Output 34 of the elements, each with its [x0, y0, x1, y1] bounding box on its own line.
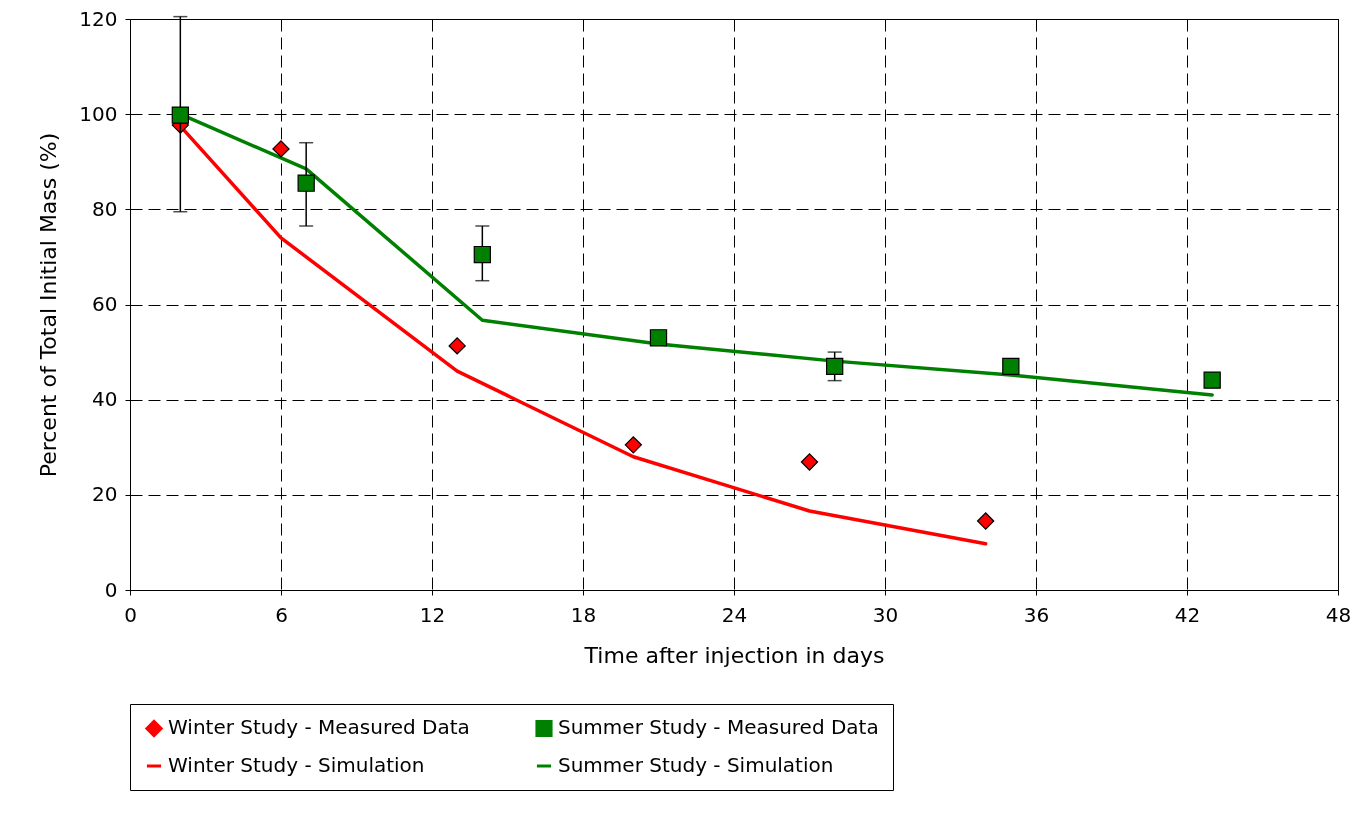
y-axis-title: Percent of Total Initial Mass (%) — [36, 132, 62, 478]
x-tick-label: 0 — [124, 602, 137, 627]
y-tick-label: 40 — [92, 387, 118, 412]
point — [977, 512, 995, 530]
y-tick-label: 0 — [104, 577, 118, 602]
legend-label: Winter Study - Measured Data — [168, 715, 470, 740]
x-tick-label: 36 — [1023, 602, 1050, 627]
legend-label: Winter Study - Simulation — [168, 753, 425, 777]
point — [649, 329, 668, 347]
point — [448, 337, 466, 355]
point — [272, 140, 290, 158]
legend-label: Summer Study - Measured Data — [558, 715, 879, 740]
point — [826, 357, 844, 376]
point — [624, 436, 642, 454]
point — [473, 245, 491, 264]
x-axis-title: Time after injection in days — [583, 642, 885, 668]
point — [297, 174, 315, 192]
y-tick-label: 120 — [79, 6, 118, 31]
y-tick-label: 60 — [92, 292, 118, 316]
point — [171, 106, 189, 124]
y-tick-label: 80 — [92, 196, 118, 221]
y-tick-label: 20 — [92, 482, 118, 507]
x-tick-label: 24 — [721, 602, 748, 627]
x-tick-label: 6 — [275, 602, 288, 627]
point — [800, 453, 819, 471]
y-tick-label: 100 — [79, 101, 118, 126]
x-tick-label: 42 — [1174, 602, 1201, 627]
x-tick-label: 48 — [1325, 602, 1352, 627]
x-tick-label: 30 — [872, 602, 899, 627]
point — [1203, 371, 1221, 389]
legend-label: Summer Study - Simulation — [558, 753, 834, 777]
point — [1002, 357, 1020, 376]
x-tick-label: 18 — [570, 602, 597, 627]
x-tick-label: 12 — [419, 602, 446, 627]
